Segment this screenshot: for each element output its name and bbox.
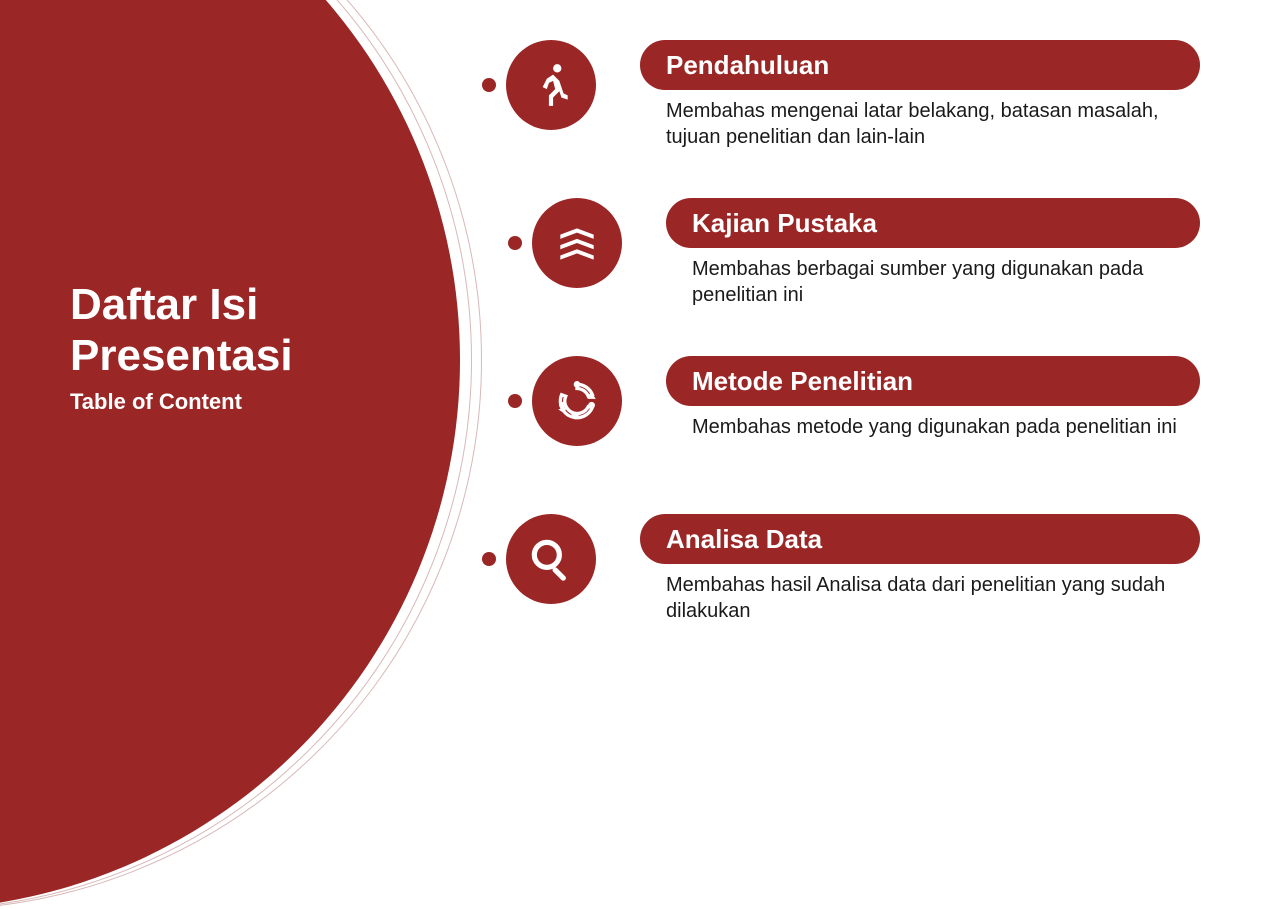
- running-icon: [506, 40, 596, 130]
- toc-item-analisa-data: Analisa Data Membahas hasil Analisa data…: [500, 514, 1220, 634]
- bullet-dot: [482, 78, 496, 92]
- title-block: Daftar Isi Presentasi Table of Content: [70, 280, 293, 415]
- page-title: Daftar Isi Presentasi: [70, 280, 293, 381]
- page-subtitle: Table of Content: [70, 389, 293, 415]
- toc-heading: Pendahuluan: [666, 50, 829, 81]
- toc-item-metode-penelitian: Metode Penelitian Membahas metode yang d…: [500, 356, 1220, 476]
- toc-heading-pill: Analisa Data: [640, 514, 1200, 564]
- title-line-2: Presentasi: [70, 331, 293, 380]
- toc-description: Membahas metode yang digunakan pada pene…: [692, 414, 1202, 440]
- toc-heading-pill: Pendahuluan: [640, 40, 1200, 90]
- title-line-1: Daftar Isi: [70, 280, 258, 329]
- toc-item-pendahuluan: Pendahuluan Membahas mengenai latar bela…: [500, 40, 1220, 160]
- toc-description: Membahas berbagai sumber yang digunakan …: [692, 256, 1202, 308]
- bullet-dot: [508, 236, 522, 250]
- books-icon: [532, 198, 622, 288]
- cycle-icon: [532, 356, 622, 446]
- toc-heading: Metode Penelitian: [692, 366, 913, 397]
- toc-item-kajian-pustaka: Kajian Pustaka Membahas berbagai sumber …: [500, 198, 1220, 318]
- toc-items: Pendahuluan Membahas mengenai latar bela…: [500, 40, 1220, 672]
- toc-heading: Analisa Data: [666, 524, 822, 555]
- title-circle-bg: [0, 0, 460, 910]
- toc-description: Membahas mengenai latar belakang, batasa…: [666, 98, 1206, 150]
- magnifier-icon: [506, 514, 596, 604]
- bullet-dot: [482, 552, 496, 566]
- toc-heading: Kajian Pustaka: [692, 208, 877, 239]
- toc-description: Membahas hasil Analisa data dari penelit…: [666, 572, 1206, 624]
- toc-heading-pill: Kajian Pustaka: [666, 198, 1200, 248]
- toc-heading-pill: Metode Penelitian: [666, 356, 1200, 406]
- bullet-dot: [508, 394, 522, 408]
